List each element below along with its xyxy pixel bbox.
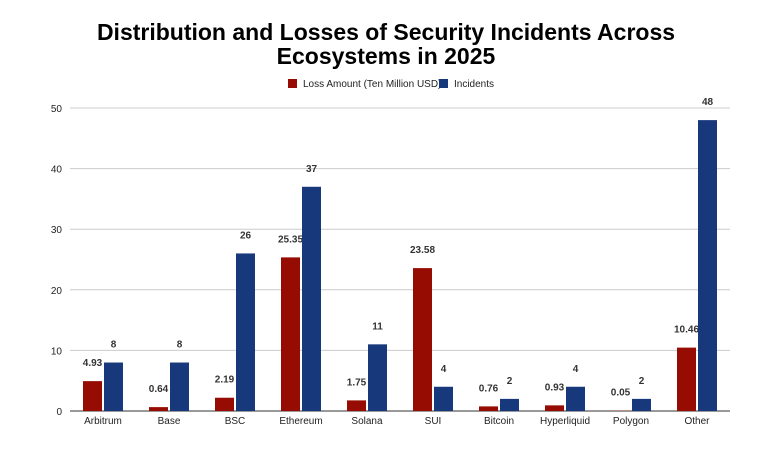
y-tick-label: 10 (51, 346, 63, 357)
bar-loss (677, 347, 696, 411)
data-label: 1.75 (347, 377, 367, 388)
bar-incidents (170, 362, 189, 411)
data-label: 4.93 (83, 358, 103, 369)
x-tick-label: Hyperliquid (540, 416, 590, 427)
data-label: 25.35 (278, 234, 303, 245)
data-label: 11 (372, 321, 383, 332)
bar-incidents (236, 253, 255, 411)
x-tick-label: Other (684, 416, 710, 427)
bar-incidents (368, 344, 387, 411)
legend-label-loss: Loss Amount (Ten Million USD) (303, 79, 441, 90)
y-tick-label: 30 (51, 225, 63, 236)
legend-swatch-incidents (439, 79, 448, 88)
x-tick-label: BSC (225, 416, 246, 427)
bar-incidents (698, 120, 717, 412)
bar-loss (281, 257, 300, 411)
x-tick-label: Base (158, 416, 181, 427)
x-tick-label: Bitcoin (484, 416, 514, 427)
bar-incidents (434, 386, 453, 411)
x-tick-label: SUI (425, 416, 442, 427)
data-label: 0.76 (479, 383, 499, 394)
bar-incidents (632, 398, 651, 411)
legend-label-incidents: Incidents (454, 79, 494, 90)
bar-incidents (104, 362, 123, 411)
bar-loss (149, 407, 168, 411)
data-label: 2 (639, 376, 645, 387)
data-label: 2 (507, 376, 513, 387)
bar-loss (347, 400, 366, 411)
data-label: 8 (111, 340, 117, 351)
data-label: 2.19 (215, 375, 235, 386)
chart-title-line-1: Distribution and Losses of Security Inci… (97, 19, 675, 45)
bar-loss (83, 381, 102, 411)
data-label: 8 (177, 340, 183, 351)
x-tick-label: Arbitrum (84, 416, 122, 427)
legend: Loss Amount (Ten Million USD) Incidents (288, 79, 494, 90)
y-tick-label: 50 (51, 104, 63, 115)
data-label: 4 (573, 364, 579, 375)
data-label: 0.93 (545, 382, 565, 393)
data-label: 0.64 (149, 384, 169, 395)
bar-loss (545, 405, 564, 411)
data-label: 10.46 (674, 325, 699, 336)
bar-incidents (566, 386, 585, 411)
data-label: 23.58 (410, 245, 435, 256)
bar-loss (413, 268, 432, 411)
data-label: 4 (441, 364, 447, 375)
bar-loss (215, 397, 234, 411)
data-label: 26 (240, 230, 252, 241)
data-label: 0.05 (611, 388, 631, 399)
bar-loss (479, 406, 498, 411)
x-tick-label: Ethereum (279, 416, 322, 427)
x-tick-label: Solana (351, 416, 383, 427)
chart-title-line-2: Ecosystems in 2025 (277, 43, 496, 69)
x-tick-label: Polygon (613, 416, 649, 427)
bar-incidents (500, 398, 519, 411)
data-label: 48 (702, 97, 714, 108)
bar-incidents (302, 186, 321, 411)
y-tick-label: 40 (51, 165, 63, 176)
data-label: 37 (306, 164, 318, 175)
y-tick-label: 20 (51, 286, 63, 297)
y-tick-label: 0 (56, 407, 62, 418)
legend-swatch-loss (288, 79, 297, 88)
